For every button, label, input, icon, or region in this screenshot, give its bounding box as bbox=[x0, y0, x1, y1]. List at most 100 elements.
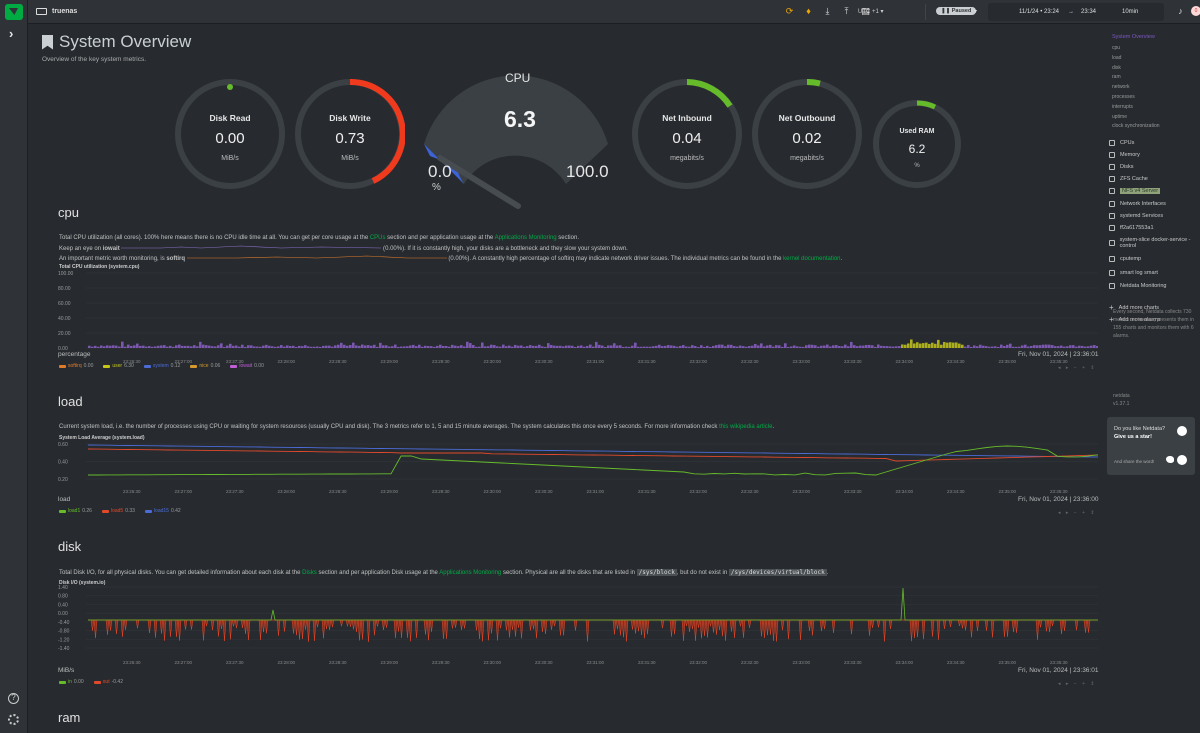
cpu-bar bbox=[895, 346, 898, 348]
legend-item-out[interactable]: out -0.42 bbox=[93, 679, 123, 685]
chart-controls[interactable]: ◂ ▸ − + ⇕ bbox=[1058, 681, 1097, 687]
help-icon[interactable]: ? bbox=[8, 693, 19, 704]
cpu-bar bbox=[772, 346, 775, 348]
twitter-icon[interactable] bbox=[1166, 456, 1174, 463]
sidebar-item-cpus[interactable]: CPUs bbox=[1109, 140, 1134, 146]
cpu-bar bbox=[1048, 344, 1051, 348]
cpu-bar bbox=[142, 345, 145, 348]
sidebar-subitem-interrupts[interactable]: interrupts bbox=[1112, 103, 1133, 110]
sidebar-subitem-network[interactable]: network bbox=[1112, 84, 1130, 91]
sidebar-item-memory[interactable]: Memory bbox=[1109, 152, 1140, 158]
sidebar-item-system-slice-docker-service-control[interactable]: system-slice docker-service - control bbox=[1109, 237, 1200, 249]
notifications-bell-icon[interactable]: ♪ bbox=[1178, 6, 1183, 16]
cpu-bar bbox=[931, 342, 934, 348]
link-disks[interactable]: Disks bbox=[302, 570, 317, 576]
sidebar-item-cputemp[interactable]: cputemp bbox=[1109, 256, 1141, 262]
time-range-picker[interactable]: 11/1/24 • 23:24 → 23:34 10min bbox=[988, 3, 1164, 21]
legend-item-iowait[interactable]: iowait 0.00 bbox=[230, 363, 264, 369]
legend-item-load1[interactable]: load1 0.26 bbox=[59, 508, 92, 514]
legend-item-softirq[interactable]: softirq 0.00 bbox=[59, 363, 93, 369]
sidebar-item-systemd-services[interactable]: systemd Services bbox=[1109, 213, 1163, 219]
sidebar-item-nfs-v4-server[interactable]: NFS v4 Server bbox=[1109, 188, 1161, 194]
upload-icon[interactable]: ⤒ bbox=[844, 6, 849, 16]
x-tick-label: 23:32:30 bbox=[741, 660, 759, 665]
github-icon[interactable] bbox=[1177, 426, 1187, 436]
sidebar-subitem-disk[interactable]: disk bbox=[1112, 64, 1121, 71]
sidebar-subitem-cpu[interactable]: cpu bbox=[1112, 45, 1121, 51]
cpu-bar bbox=[172, 346, 175, 348]
chevron-down-icon[interactable]: ▾ bbox=[974, 9, 978, 15]
cpu-bar bbox=[220, 343, 223, 348]
sidebar-item-disks[interactable]: Disks bbox=[1109, 164, 1133, 170]
sidebar-item-ff2a617553a1[interactable]: ff2a617553a1 bbox=[1109, 225, 1154, 231]
x-tick-label: 23:27:00 bbox=[175, 359, 193, 364]
sidebar-subitem-uptime[interactable]: uptime bbox=[1112, 113, 1128, 120]
critical-alerts-badge[interactable]: 0 bbox=[1191, 6, 1200, 16]
cpu-bar bbox=[778, 345, 781, 348]
link-applications-monitoring[interactable]: Applications Monitoring bbox=[439, 570, 502, 576]
gauge-disk-write[interactable]: Disk Write 0.73 MiB/s bbox=[295, 79, 405, 189]
link-cpus[interactable]: CPUs bbox=[369, 235, 386, 241]
alert-bell-icon[interactable]: ♦ bbox=[806, 6, 811, 16]
legend-item-in[interactable]: in 0.00 bbox=[59, 679, 84, 685]
chart-controls[interactable]: ◂ ▸ − + ⇕ bbox=[1058, 510, 1097, 516]
timezone-selector[interactable]: UTC +1 ▾ bbox=[858, 9, 884, 15]
add-alarms-button[interactable]: + Add more alarms bbox=[1109, 315, 1161, 324]
settings-gear-icon[interactable] bbox=[8, 714, 19, 725]
cpu-bar bbox=[844, 344, 847, 348]
playback-status-button[interactable]: ❚❚ Paused bbox=[936, 7, 977, 15]
link-kernel-documentation[interactable]: kernel documentation bbox=[783, 256, 841, 262]
cpu-bar bbox=[115, 345, 118, 348]
expand-sidebar-icon[interactable]: › bbox=[9, 26, 14, 41]
chart-controls[interactable]: ◂ ▸ − + ⇕ bbox=[1058, 365, 1097, 371]
add-charts-button[interactable]: + Add more charts bbox=[1109, 303, 1159, 312]
gauge-cpu[interactable]: CPU 6.3 0.0 % 100.0 bbox=[420, 66, 620, 216]
legend-item-nice[interactable]: nice 0.06 bbox=[190, 363, 220, 369]
sidebar-item-netdata-monitoring[interactable]: Netdata Monitoring bbox=[1109, 283, 1166, 289]
gauge-disk-read[interactable]: Disk Read 0.00 MiB/s bbox=[175, 79, 285, 189]
cpu-bar bbox=[286, 345, 289, 348]
sidebar-subitem-load[interactable]: load bbox=[1112, 54, 1122, 61]
load-chart[interactable]: 0.60 0.40 0.20 23:26:30 23:27:00 23:27:30 23:2… bbox=[58, 439, 1098, 496]
sidebar-subitem-clock-synchronization[interactable]: clock synchronization bbox=[1112, 123, 1160, 130]
sidebar-item-label: smart log smart bbox=[1120, 270, 1158, 276]
y-tick-label: -1.40 bbox=[58, 646, 70, 652]
sidebar-subitem-processes[interactable]: processes bbox=[1112, 94, 1135, 100]
cpu-bar bbox=[409, 345, 412, 348]
load-description: Current system load, i.e. the number of … bbox=[59, 423, 939, 433]
cpu-chart[interactable]: 100.00 80.00 60.00 40.00 20.00 0.00 23:26:30 23… bbox=[58, 268, 1098, 366]
sidebar-item-system-overview[interactable]: System Overview bbox=[1112, 34, 1155, 40]
legend-item-user[interactable]: user 6.30 bbox=[103, 363, 134, 369]
x-tick-label: 23:33:30 bbox=[844, 359, 862, 364]
cpu-bar bbox=[619, 345, 622, 348]
link-applications-monitoring[interactable]: Applications Monitoring bbox=[494, 235, 557, 241]
link-wikipedia[interactable]: this wikipedia article bbox=[719, 424, 773, 430]
sync-icon[interactable]: ⟳ bbox=[785, 6, 794, 16]
legend-item-load5[interactable]: load5 0.33 bbox=[101, 508, 135, 514]
cpu-bar bbox=[874, 346, 877, 348]
cpu-bar bbox=[358, 345, 361, 348]
cpu-bar bbox=[505, 346, 508, 348]
sidebar-item-network-interfaces[interactable]: Network Interfaces bbox=[1109, 201, 1166, 207]
give-star-link[interactable]: Give us a star! bbox=[1114, 434, 1152, 440]
legend-item-system[interactable]: system 0.12 bbox=[143, 363, 180, 369]
disk-chart[interactable]: 1.40 0.80 0.40 0.00 -0.40 -0.80 -1.20 -1.40 23:2… bbox=[58, 584, 1098, 666]
cpu-bar bbox=[472, 344, 475, 348]
cpu-bar bbox=[646, 346, 649, 348]
netdata-logo-icon[interactable] bbox=[5, 4, 23, 20]
cpu-bar bbox=[244, 346, 247, 348]
legend-item-load15[interactable]: load15 0.42 bbox=[144, 508, 181, 514]
x-tick-label: 23:31:00 bbox=[587, 359, 605, 364]
sidebar-item-zfs-cache[interactable]: ZFS Cache bbox=[1109, 176, 1148, 182]
host-selector[interactable]: truenas bbox=[36, 8, 77, 15]
x-tick-label: 23:34:00 bbox=[896, 660, 914, 665]
sidebar-item-smart-log-smart[interactable]: smart log smart bbox=[1109, 270, 1158, 276]
facebook-icon[interactable] bbox=[1177, 455, 1187, 465]
download-icon[interactable]: ⤓ bbox=[825, 6, 830, 16]
gauge-used-ram[interactable]: Used RAM 6.2 % bbox=[873, 100, 961, 188]
gauge-net-inbound[interactable]: Net Inbound 0.04 megabits/s bbox=[632, 79, 742, 189]
main-content: System Overview Overview of the key syst… bbox=[28, 24, 1105, 733]
sidebar-subitem-ram[interactable]: ram bbox=[1112, 74, 1121, 81]
gauge-net-outbound[interactable]: Net Outbound 0.02 megabits/s bbox=[752, 79, 862, 189]
print-icon[interactable]: ▤ bbox=[861, 6, 870, 16]
